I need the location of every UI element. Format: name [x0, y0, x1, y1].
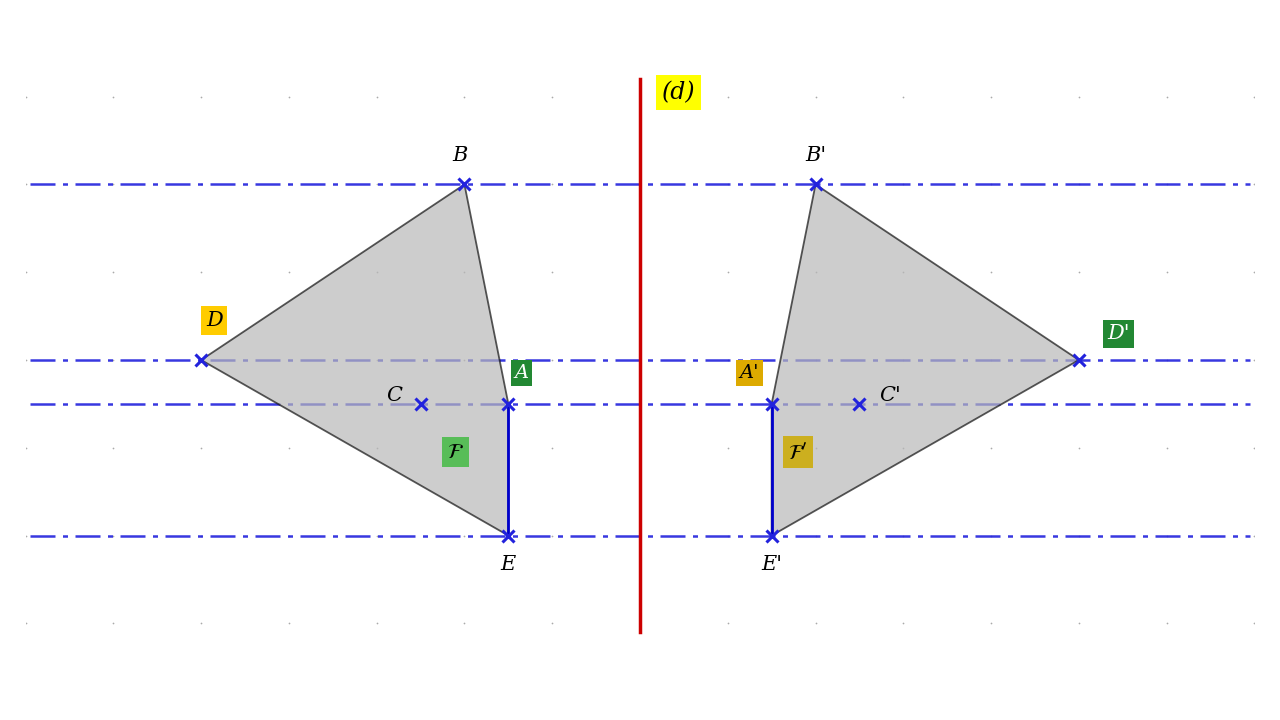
Text: E: E	[500, 555, 516, 574]
Text: A: A	[515, 364, 529, 382]
Polygon shape	[201, 184, 508, 536]
Text: D': D'	[1107, 324, 1130, 343]
Text: B': B'	[805, 146, 826, 165]
Polygon shape	[772, 184, 1079, 536]
Text: $\mathcal{F}'$: $\mathcal{F}'$	[788, 441, 808, 463]
Text: (d): (d)	[662, 81, 695, 104]
Text: C: C	[387, 386, 402, 405]
Text: D: D	[206, 311, 223, 330]
Text: $\mathcal{F}$: $\mathcal{F}$	[447, 442, 465, 462]
Text: E': E'	[762, 555, 782, 574]
Text: A': A'	[740, 364, 759, 382]
Text: C': C'	[879, 386, 901, 405]
Text: B: B	[452, 146, 467, 165]
